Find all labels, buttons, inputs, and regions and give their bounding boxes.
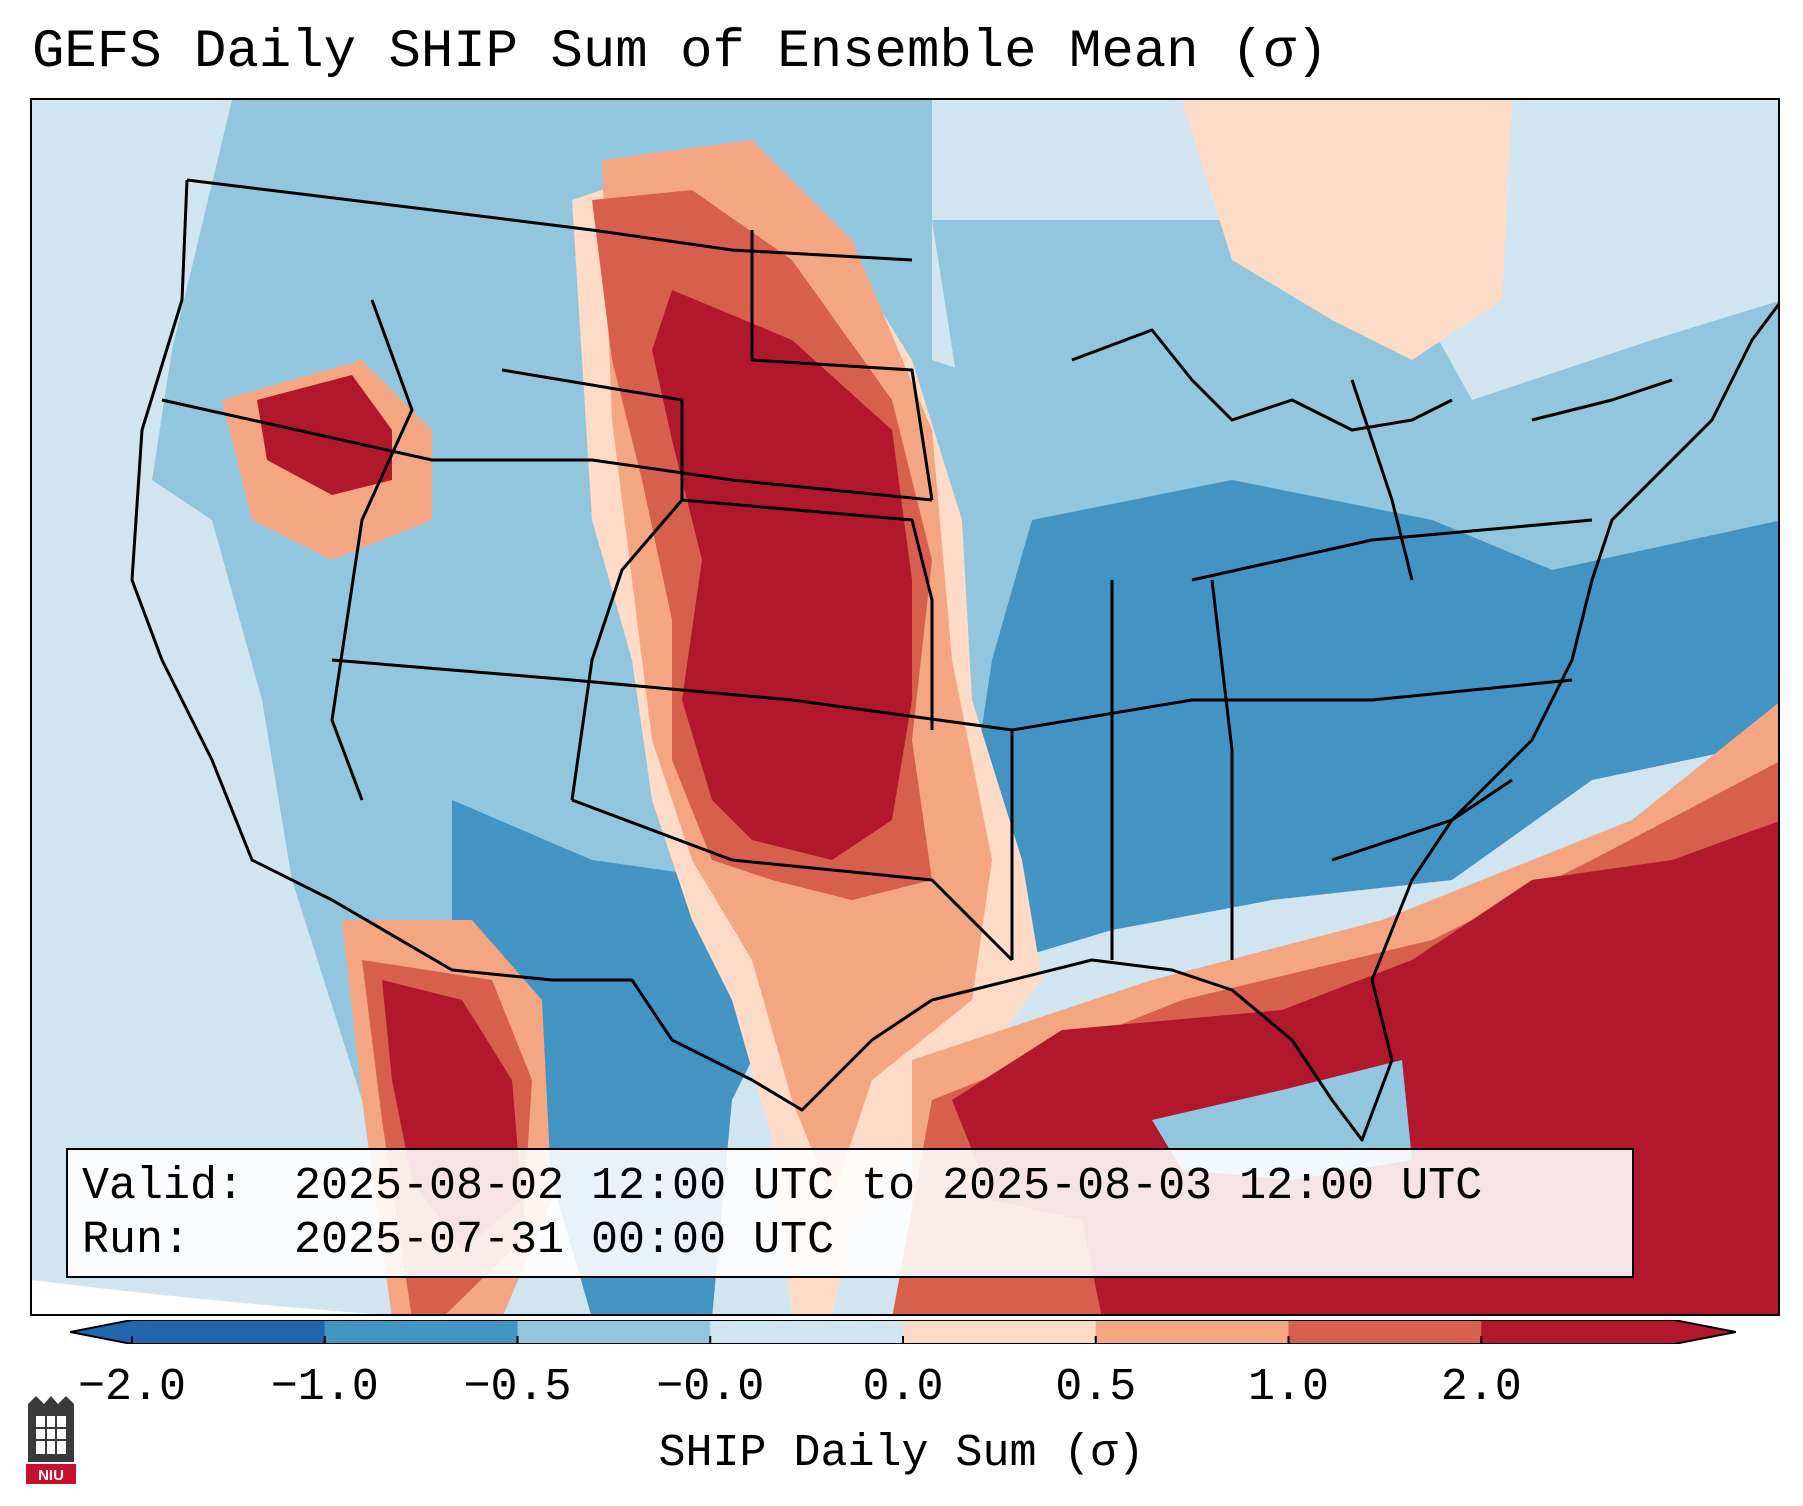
field-strong-positive-atlantic bbox=[1472, 841, 1778, 1060]
colorbar-tick-label: 1.0 bbox=[1247, 1362, 1330, 1413]
colorbar-tick-label: −0.0 bbox=[656, 1362, 765, 1413]
state-line-9 bbox=[1210, 579, 1234, 960]
colorbar-segment bbox=[1288, 1320, 1482, 1344]
great-lakes-region bbox=[1071, 328, 1453, 432]
colorbar-segment bbox=[1481, 1320, 1675, 1344]
colorbar-extend-high bbox=[1674, 1320, 1736, 1344]
colorbar-segment bbox=[1095, 1320, 1289, 1344]
ship-field-map bbox=[32, 100, 1778, 1314]
niu-logo: NIU bbox=[26, 1396, 76, 1484]
colorbar-segment bbox=[517, 1320, 711, 1344]
state-line-5 bbox=[681, 498, 934, 730]
colorbar-tick-label: 0.5 bbox=[1055, 1362, 1137, 1413]
state-line-10 bbox=[1011, 678, 1573, 732]
run-label: Run: bbox=[82, 1215, 191, 1266]
state-line-15 bbox=[571, 798, 1014, 962]
political-borders bbox=[130, 178, 1778, 1142]
state-line-11 bbox=[1191, 518, 1593, 582]
colorbar-label: SHIP Daily Sum (σ) bbox=[658, 1428, 1145, 1479]
map-title: GEFS Daily SHIP Sum of Ensemble Mean (σ) bbox=[32, 22, 1329, 83]
colorbar-tick-label: 2.0 bbox=[1440, 1362, 1522, 1413]
state-line-13 bbox=[1350, 379, 1414, 581]
colorbar-segment bbox=[324, 1320, 518, 1344]
field-weak-positive-north bbox=[1182, 100, 1512, 360]
colorbar-segment bbox=[132, 1320, 326, 1344]
valid-value: 2025-08-02 12:00 UTC to 2025-08-03 12:00… bbox=[294, 1161, 1483, 1212]
colorbar-tick-label: −2.0 bbox=[77, 1362, 187, 1413]
us-west-coast bbox=[130, 179, 333, 902]
state-line-12 bbox=[1331, 778, 1513, 862]
colorbar bbox=[70, 1320, 1736, 1344]
field-strong-negative-east bbox=[962, 480, 1778, 960]
colorbar-tick-label: −1.0 bbox=[270, 1362, 379, 1413]
state-line-2 bbox=[501, 368, 684, 801]
field-strong-positive-plains bbox=[652, 290, 912, 860]
valid-run-info-box: Valid: 2025-08-02 12:00 UTC to 2025-08-0… bbox=[66, 1148, 1634, 1278]
valid-label: Valid: bbox=[82, 1161, 245, 1212]
projection-edge bbox=[32, 1280, 374, 1314]
atlantic-coast bbox=[1450, 302, 1778, 822]
colorbar-segment bbox=[710, 1320, 904, 1344]
state-line-4 bbox=[331, 658, 1013, 732]
colorbar-extend-low bbox=[70, 1320, 132, 1344]
colorbar-tick-label: 0.0 bbox=[862, 1362, 944, 1413]
state-line-14 bbox=[1531, 378, 1673, 422]
gulf-coast bbox=[931, 819, 1454, 1142]
us-mexico-border bbox=[331, 898, 933, 1112]
state-line-3 bbox=[161, 398, 933, 502]
run-value: 2025-07-31 00:00 UTC bbox=[294, 1215, 835, 1266]
map-panel bbox=[30, 98, 1780, 1316]
logo-text: NIU bbox=[38, 1467, 64, 1484]
state-line-6 bbox=[750, 230, 934, 501]
canada-us-border-west bbox=[186, 178, 913, 262]
state-line-1 bbox=[330, 299, 414, 801]
colorbar-tick-label: −0.5 bbox=[463, 1362, 572, 1413]
colorbar-segment bbox=[903, 1320, 1097, 1344]
